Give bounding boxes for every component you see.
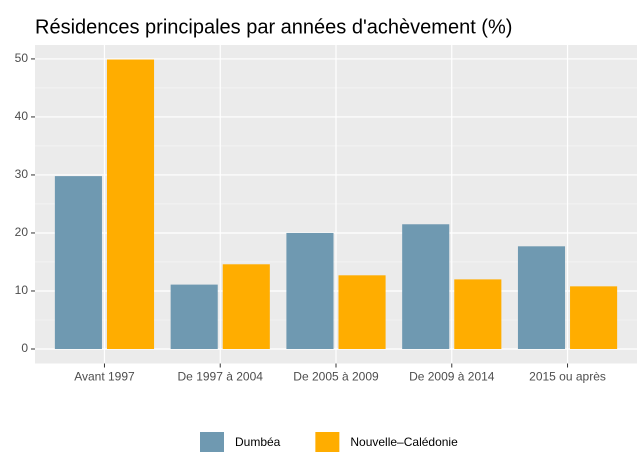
bar xyxy=(54,176,102,349)
x-tick-label: Avant 1997 xyxy=(74,370,135,384)
chart-title: Résidences principales par années d'achè… xyxy=(35,16,512,38)
y-tick-label: 50 xyxy=(15,51,29,65)
bar xyxy=(402,224,450,349)
y-tick-label: 10 xyxy=(15,283,29,297)
y-tick-label: 0 xyxy=(21,341,28,355)
bar xyxy=(517,246,566,349)
legend-label: Dumbéa xyxy=(235,435,281,449)
bar xyxy=(106,59,155,349)
legend-label: Nouvelle–Calédonie xyxy=(350,435,458,449)
x-tick-label: De 2009 à 2014 xyxy=(409,370,495,384)
y-tick-label: 20 xyxy=(15,225,29,239)
bar xyxy=(286,232,334,349)
x-tick-label: 2015 ou après xyxy=(529,370,606,384)
x-tick-label: De 2005 à 2009 xyxy=(293,370,379,384)
x-tick-label: De 1997 à 2004 xyxy=(178,370,264,384)
bar xyxy=(338,275,386,349)
legend-swatch xyxy=(200,432,224,452)
bar xyxy=(454,279,502,349)
y-tick-label: 40 xyxy=(15,109,29,123)
bar xyxy=(222,264,270,349)
bar xyxy=(570,286,618,349)
y-tick-label: 30 xyxy=(15,167,29,181)
bar xyxy=(170,284,218,349)
legend-swatch xyxy=(315,432,340,452)
